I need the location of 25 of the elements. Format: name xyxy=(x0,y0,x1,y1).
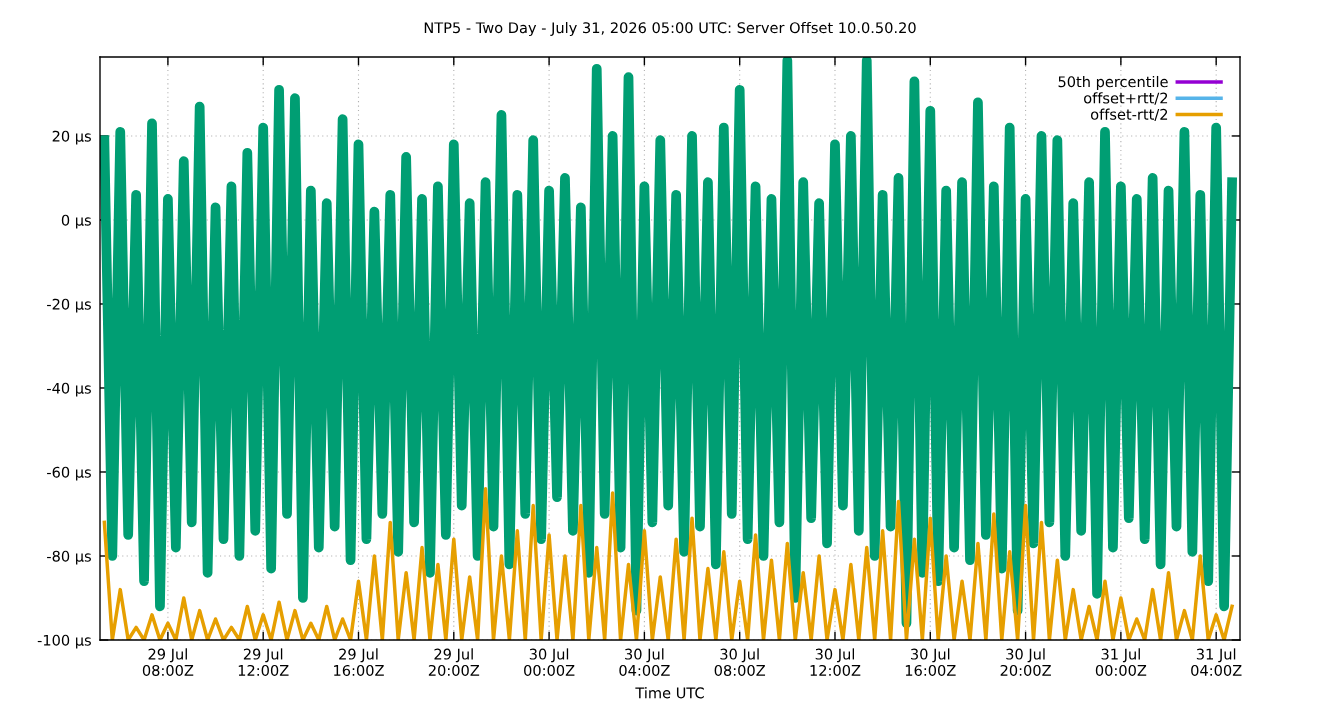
y-tick-label: -20 µs xyxy=(47,298,91,313)
y-tick-label: -80 µs xyxy=(47,550,91,565)
chart-title: NTP5 - Two Day - July 31, 2026 05:00 UTC: Server Offset 10.0.50.20 xyxy=(424,21,916,37)
x-tick-label: 29 Jul 08:00Z xyxy=(142,648,194,676)
line-series xyxy=(102,487,1234,640)
legend-label: offset-rtt/2 xyxy=(1090,108,1168,121)
x-tick-label: 31 Jul 04:00Z xyxy=(1191,648,1242,676)
x-axis-title: Time UTC xyxy=(635,687,704,699)
x-tick-label: 30 Jul 00:00Z xyxy=(524,648,575,676)
x-tick-label: 30 Jul 08:00Z xyxy=(714,648,766,676)
x-tick-label: 30 Jul 20:00Z xyxy=(1000,648,1051,676)
legend-label: offset+rtt/2 xyxy=(1084,92,1168,105)
y-tick-label: 0 µs xyxy=(61,214,91,229)
y-tick-label: -100 µs xyxy=(37,634,91,649)
x-tick-label: 30 Jul 12:00Z xyxy=(810,648,861,676)
x-tick-label: 29 Jul 12:00Z xyxy=(238,648,289,676)
x-tick-label: 30 Jul 16:00Z xyxy=(905,648,956,676)
x-tick-label: 29 Jul 16:00Z xyxy=(334,648,384,676)
x-tick-label: 29 Jul 20:00Z xyxy=(428,648,480,676)
y-tick-label: -60 µs xyxy=(47,466,91,481)
legend-label: 50th percentile xyxy=(1058,75,1168,91)
y-tick-label: -40 µs xyxy=(47,382,91,397)
y-tick-label: 20 µs xyxy=(52,130,91,145)
x-tick-label: 30 Jul 04:00Z xyxy=(619,648,670,676)
x-tick-label: 31 Jul 00:00Z xyxy=(1095,648,1147,676)
